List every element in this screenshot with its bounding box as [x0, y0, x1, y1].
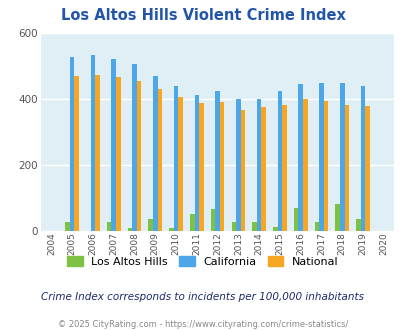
Bar	[111, 59, 116, 231]
Bar	[210, 209, 215, 231]
Bar	[65, 222, 70, 231]
Bar	[194, 95, 198, 231]
Bar	[339, 83, 344, 231]
Bar	[344, 105, 348, 231]
Bar	[173, 86, 178, 231]
Bar	[323, 101, 328, 231]
Bar	[281, 105, 286, 231]
Bar	[74, 76, 79, 231]
Bar	[136, 81, 141, 231]
Bar	[277, 91, 281, 231]
Bar	[107, 222, 111, 231]
Bar	[318, 83, 323, 231]
Bar	[360, 86, 364, 231]
Bar	[70, 57, 74, 231]
Bar	[364, 106, 369, 231]
Bar	[116, 77, 120, 231]
Legend: Los Altos Hills, California, National: Los Altos Hills, California, National	[67, 256, 338, 267]
Bar	[169, 228, 173, 231]
Bar	[148, 219, 153, 231]
Bar	[198, 103, 203, 231]
Bar	[314, 222, 318, 231]
Bar	[231, 222, 236, 231]
Bar	[190, 214, 194, 231]
Bar	[252, 222, 256, 231]
Bar	[293, 208, 298, 231]
Bar	[298, 84, 302, 231]
Text: Crime Index corresponds to incidents per 100,000 inhabitants: Crime Index corresponds to incidents per…	[41, 292, 364, 302]
Bar	[302, 99, 307, 231]
Bar	[153, 76, 157, 231]
Bar	[240, 110, 245, 231]
Bar	[215, 91, 220, 231]
Text: © 2025 CityRating.com - https://www.cityrating.com/crime-statistics/: © 2025 CityRating.com - https://www.city…	[58, 320, 347, 329]
Bar	[178, 97, 183, 231]
Bar	[132, 64, 136, 231]
Bar	[157, 89, 162, 231]
Bar	[355, 219, 360, 231]
Bar	[95, 75, 100, 231]
Bar	[256, 99, 261, 231]
Bar	[90, 55, 95, 231]
Bar	[273, 227, 277, 231]
Bar	[261, 107, 265, 231]
Bar	[127, 228, 132, 231]
Bar	[335, 204, 339, 231]
Text: Los Altos Hills Violent Crime Index: Los Altos Hills Violent Crime Index	[60, 8, 345, 23]
Bar	[220, 102, 224, 231]
Bar	[236, 99, 240, 231]
